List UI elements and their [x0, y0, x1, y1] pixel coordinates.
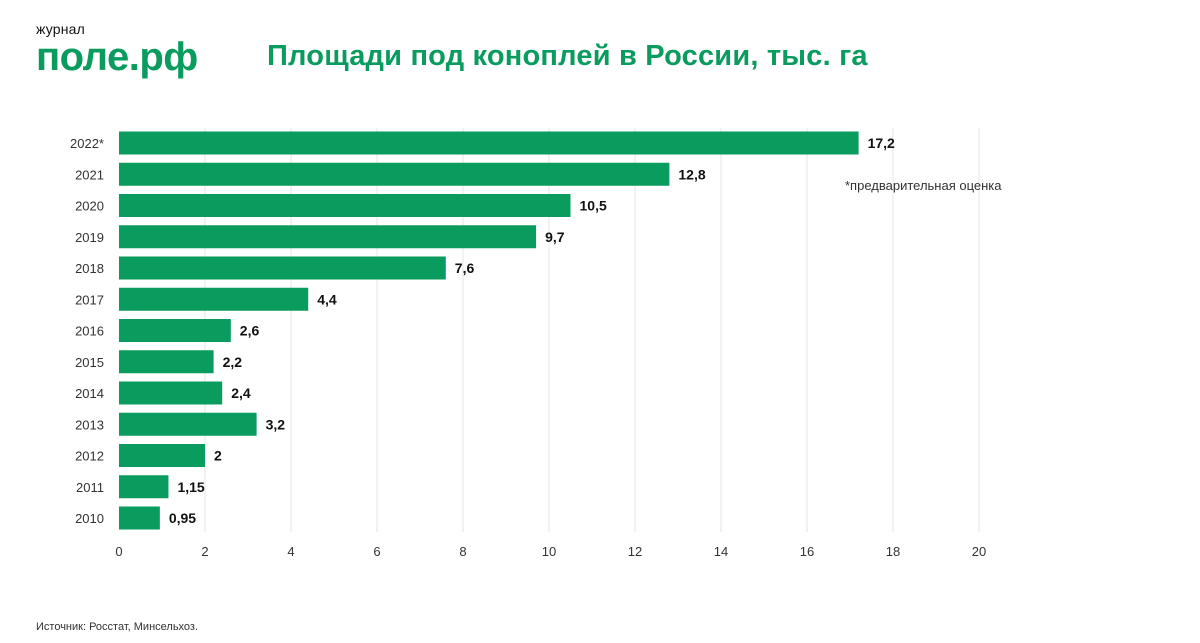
bar [119, 162, 670, 186]
data-label: 0,95 [169, 510, 196, 526]
bar [119, 131, 859, 155]
y-tick-label: 2013 [75, 417, 104, 432]
bars [119, 131, 859, 530]
y-tick-label: 2020 [75, 199, 104, 214]
bar [119, 350, 214, 374]
x-tick-label: 10 [542, 544, 556, 559]
source-note: Источник: Росстат, Минсельхоз. [36, 621, 199, 633]
bar [119, 412, 257, 436]
data-label: 2,6 [240, 323, 260, 339]
data-label: 2,4 [231, 385, 251, 401]
y-tick-label: 2018 [75, 261, 104, 276]
x-tick-label: 6 [373, 544, 380, 559]
data-label: 17,2 [868, 135, 895, 151]
x-tick-label: 4 [287, 544, 294, 559]
y-tick-label: 2015 [75, 355, 104, 370]
data-label: 10,5 [580, 198, 607, 214]
bar [119, 194, 571, 217]
bar [119, 381, 223, 405]
data-label: 9,7 [545, 229, 565, 245]
footnote: *предварительная оценка [845, 178, 1002, 193]
data-label: 2 [214, 448, 222, 464]
bar [119, 319, 231, 342]
y-tick-label: 2010 [75, 511, 104, 526]
bar [119, 225, 537, 249]
y-tick-label: 2012 [75, 449, 104, 464]
x-tick-label: 8 [459, 544, 466, 559]
chart-title: Площади под коноплей в России, тыс. га [267, 40, 868, 72]
data-label: 1,15 [177, 479, 204, 495]
logo-subtitle: журнал [36, 21, 86, 37]
bar [119, 444, 205, 467]
y-tick-label: 2022* [70, 136, 104, 151]
x-tick-label: 2 [201, 544, 208, 559]
x-tick-label: 18 [886, 544, 900, 559]
x-tick-label: 0 [115, 544, 122, 559]
y-tick-label: 2017 [75, 292, 104, 307]
data-label: 3,2 [266, 416, 286, 432]
logo: журнал поле.рф [36, 22, 198, 77]
y-tick-label: 2014 [75, 386, 104, 401]
y-tick-label: 2019 [75, 230, 104, 245]
bar [119, 287, 309, 311]
labels: 0 2 4 6 8 10 12 14 16 18 20 2022* 17,2 2021 12,8 2020 10… [70, 135, 986, 559]
y-tick-label: 2011 [76, 480, 104, 495]
x-tick-label: 14 [714, 544, 728, 559]
bar [119, 506, 160, 530]
data-label: 2,2 [223, 354, 243, 370]
y-tick-label: 2016 [75, 324, 104, 339]
bar [119, 256, 446, 280]
x-tick-label: 12 [628, 544, 642, 559]
y-tick-label: 2021 [75, 167, 104, 182]
data-label: 4,4 [317, 291, 337, 307]
data-label: 7,6 [455, 260, 475, 276]
bar [119, 475, 169, 499]
logo-name: поле.рф [36, 35, 198, 79]
x-tick-label: 16 [800, 544, 814, 559]
x-tick-label: 20 [972, 544, 986, 559]
data-label: 12,8 [678, 166, 705, 182]
